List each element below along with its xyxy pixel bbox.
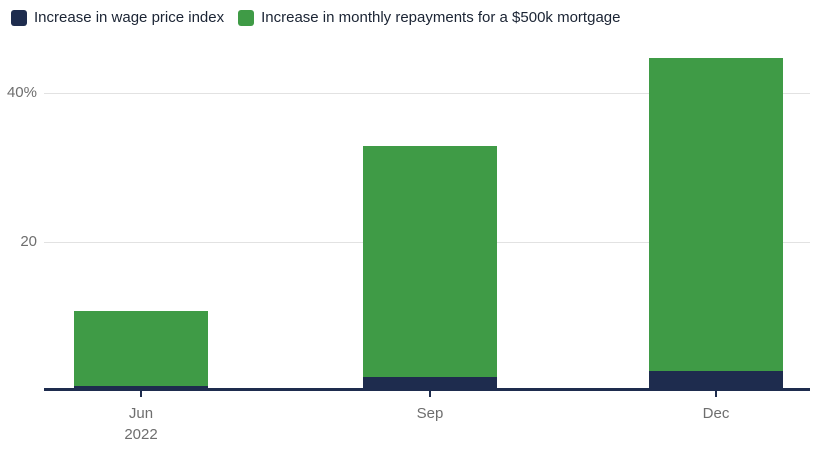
x-tick-0 <box>140 391 142 397</box>
legend-swatch-mortgage-icon <box>238 10 255 26</box>
x-axis-label-jun: Jun <box>128 405 154 422</box>
x-axis-label-2022: 2022 <box>124 426 158 443</box>
bar-segment-wage-sep-2022 <box>363 376 497 391</box>
legend-item-mortgage-repayments: Increase in monthly repayments for a $50… <box>238 9 620 27</box>
x-axis-label-dec: Dec <box>702 405 730 422</box>
legend-label-mortgage: Increase in monthly repayments for a $50… <box>261 9 621 26</box>
x-axis-line <box>44 388 810 391</box>
x-axis-label-sep: Sep <box>416 405 444 422</box>
gridline-40 <box>44 92 810 94</box>
x-tick-1 <box>429 391 431 397</box>
legend-label-wage: Increase in wage price index <box>34 9 225 26</box>
x-tick-2 <box>715 391 717 397</box>
y-axis-label-40: 40% <box>6 84 37 101</box>
bar-segment-wage-dec-2022 <box>649 370 783 391</box>
legend-item-wage-price-index: Increase in wage price index <box>11 9 224 27</box>
bar-segment-mortgage-jun-2022 <box>74 311 208 386</box>
bar-segment-mortgage-dec-2022 <box>649 57 783 371</box>
bar-segment-mortgage-sep-2022 <box>363 145 497 377</box>
legend: Increase in wage price index Increase in… <box>11 9 620 27</box>
legend-swatch-wage-icon <box>11 10 27 26</box>
y-axis-label-20: 20 <box>20 233 37 250</box>
